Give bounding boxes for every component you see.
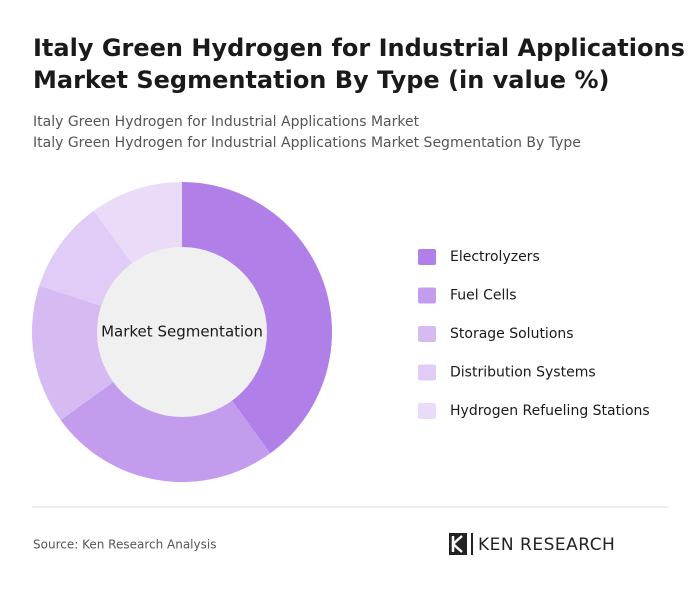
chart-subtitle: Italy Green Hydrogen for Industrial Appl… [33,114,420,130]
center-label: Market Segmentation [101,323,263,341]
legend-label: Distribution Systems [450,365,596,381]
legend-swatch [418,326,436,342]
legend-label: Electrolyzers [450,249,540,265]
legend-label: Hydrogen Refueling Stations [450,403,650,419]
donut-hole [97,247,267,417]
legend-label: Storage Solutions [450,326,574,342]
legend-label: Fuel Cells [450,288,517,304]
logo-icon [449,533,473,555]
chart-subtitle: Italy Green Hydrogen for Industrial Appl… [33,135,581,151]
legend-swatch [418,249,436,265]
legend-swatch [418,287,436,304]
chart-title: Italy Green Hydrogen for Industrial Appl… [33,34,685,62]
source: Source: Ken Research Analysis [33,538,216,552]
legend: Electrolyzers Fuel Cells Storage Solutions… [418,249,650,419]
legend-swatch [418,403,436,419]
logo: KEN RESEARCH [478,535,615,555]
legend-swatch [418,364,436,381]
chart-title: Market Segmentation By Type (in value %) [33,66,609,94]
